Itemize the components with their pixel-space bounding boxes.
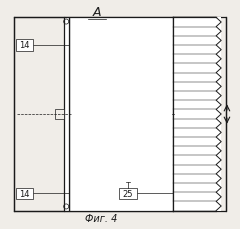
Bar	[14, 18, 226, 211]
Bar	[173, 18, 221, 211]
Bar	[64, 18, 69, 211]
Bar	[69, 18, 173, 211]
Bar	[16, 40, 33, 52]
Text: 14: 14	[19, 41, 30, 50]
Text: 14: 14	[19, 189, 30, 198]
Text: 25: 25	[123, 189, 133, 198]
Text: А: А	[93, 6, 101, 19]
Bar	[16, 188, 33, 199]
Bar	[120, 188, 137, 199]
Text: Фиг. 4: Фиг. 4	[85, 213, 118, 223]
Bar	[55, 110, 64, 119]
